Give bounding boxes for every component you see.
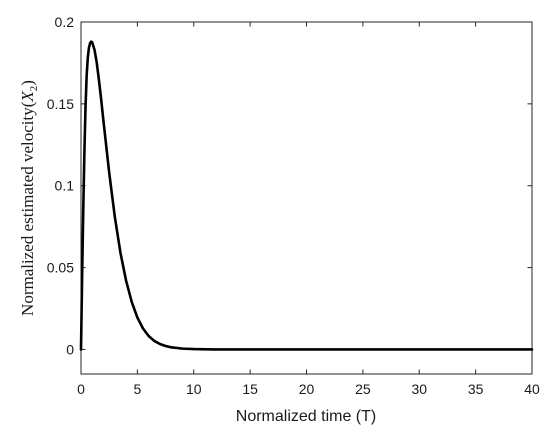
x-tick-label: 35 [468, 381, 484, 397]
y-tick-label: 0.1 [55, 178, 75, 194]
x-tick-label: 30 [411, 381, 427, 397]
x-tick-label: 25 [355, 381, 371, 397]
plot-area [80, 21, 533, 375]
y-axis-label: Normalized estimated velocity(X2) [18, 80, 40, 316]
y-axis-label-close-paren: ) [18, 80, 37, 86]
tick-labels: 0 5 10 15 20 25 30 35 40 0 0.05 0.1 0.15 0.2 [47, 14, 540, 397]
series-line [79, 40, 534, 351]
y-tick-label: 0 [66, 341, 74, 357]
y-axis-label-open-paren: ( [18, 101, 37, 107]
y-tick-label: 0.15 [47, 96, 74, 112]
x-tick-label: 15 [242, 381, 258, 397]
x-tick-label: 20 [299, 381, 315, 397]
y-tick-label: 0.05 [47, 260, 74, 276]
x-tick-label: 0 [77, 381, 85, 397]
x-axis-label: Normalized time (T) [236, 408, 376, 425]
y-axis-label-text: Normalized estimated velocity [18, 107, 37, 316]
x-tick-label: 10 [186, 381, 202, 397]
y-axis-label-subscript: 2 [28, 86, 40, 92]
y-axis-label-symbol: X [18, 91, 37, 103]
x-tick-label: 40 [524, 381, 540, 397]
x-tick-label: 5 [133, 381, 141, 397]
y-tick-label: 0.2 [55, 14, 75, 30]
